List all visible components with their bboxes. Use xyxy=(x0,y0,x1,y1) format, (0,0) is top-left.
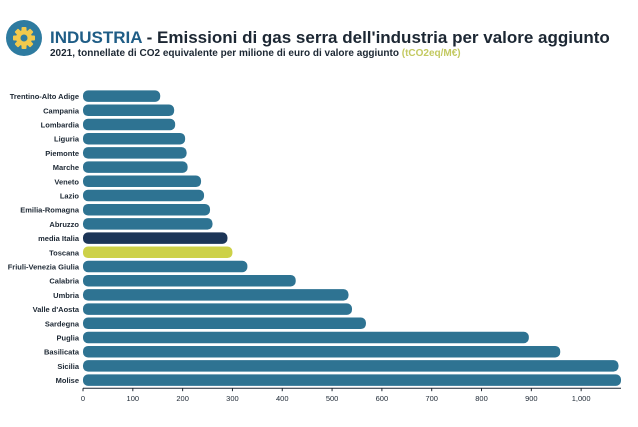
category-label: Abruzzo xyxy=(49,220,79,229)
category-label: Molise xyxy=(56,376,79,385)
bar xyxy=(83,260,248,273)
bar-chart: Trentino-Alto Adige Campania Lombardia Ligu… xyxy=(8,90,621,403)
category-label: Puglia xyxy=(56,334,79,343)
bar xyxy=(83,289,349,301)
x-tick-label: 500 xyxy=(326,394,339,403)
category-label: Calabria xyxy=(49,277,79,286)
chart-subtitle-text: 2021, tonnellate di CO2 equivalente per … xyxy=(50,48,402,59)
x-tick-label: 800 xyxy=(475,394,488,403)
chart-title: INDUSTRIA - Emissioni di gas serra dell'… xyxy=(50,29,610,46)
category-label: Valle d'Aosta xyxy=(33,305,80,314)
bar xyxy=(83,218,213,230)
bar xyxy=(83,132,186,145)
bar xyxy=(83,232,228,244)
category-label: Lazio xyxy=(60,192,80,201)
x-tick-label: 700 xyxy=(425,394,438,403)
bar xyxy=(83,147,187,159)
bar xyxy=(83,246,233,259)
bar xyxy=(83,360,619,372)
bar xyxy=(83,161,188,173)
bar xyxy=(83,118,176,131)
bar xyxy=(83,274,296,287)
x-tick-label: 300 xyxy=(226,394,239,403)
bar xyxy=(83,175,202,188)
x-tick-label: 400 xyxy=(276,394,289,403)
x-tick-label: 0 xyxy=(81,394,85,403)
bar xyxy=(83,317,366,330)
category-label: Lombardia xyxy=(41,121,80,130)
chart-title-keyword: INDUSTRIA xyxy=(50,28,142,47)
chart-subtitle-unit: (tCO2eq/M€) xyxy=(401,48,461,59)
x-tick-label: 100 xyxy=(127,394,140,403)
category-label: Sardegna xyxy=(45,319,80,328)
bar xyxy=(83,189,205,202)
x-tick-label: 900 xyxy=(525,394,538,403)
bar xyxy=(83,104,175,117)
category-label: Marche xyxy=(53,163,79,172)
category-label: media Italia xyxy=(38,234,80,243)
category-label: Friuli-Venezia Giulia xyxy=(8,263,80,272)
bar xyxy=(83,303,352,315)
bar xyxy=(83,331,529,344)
category-label: Umbria xyxy=(53,291,80,300)
gear-icon xyxy=(6,20,42,56)
x-tick-label: 600 xyxy=(376,394,389,403)
category-label: Piemonte xyxy=(45,149,79,158)
bar xyxy=(83,203,211,216)
category-label: Veneto xyxy=(54,177,79,186)
category-label: Basilicata xyxy=(44,348,80,357)
chart-title-text: - Emissioni di gas serra dell'industria … xyxy=(141,28,610,47)
category-label: Sicilia xyxy=(57,362,80,371)
chart-subtitle: 2021, tonnellate di CO2 equivalente per … xyxy=(50,49,461,59)
x-tick-label: 1,000 xyxy=(572,394,591,403)
bar xyxy=(83,90,161,102)
category-label: Liguria xyxy=(54,135,80,144)
x-tick-label: 200 xyxy=(176,394,189,403)
category-label: Trentino-Alto Adige xyxy=(10,92,79,101)
bar xyxy=(83,374,621,386)
category-label: Campania xyxy=(43,106,80,115)
category-label: Toscana xyxy=(49,248,80,257)
bar xyxy=(83,345,561,358)
category-label: Emilia-Romagna xyxy=(20,206,80,215)
